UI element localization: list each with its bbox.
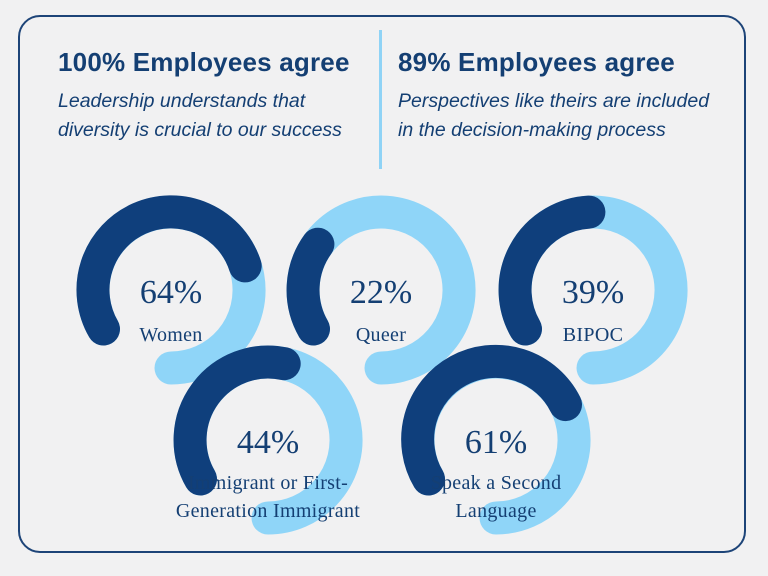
gauge-bipoc: 39% BIPOC: [498, 195, 688, 385]
stat-leadership-description-line2: diversity is crucial to our success: [58, 119, 342, 141]
stat-perspectives-description-line1: Perspectives like theirs are included: [398, 90, 710, 112]
gauge-value-arc-queer: [286, 227, 335, 346]
gauge-value-arc-women: [76, 195, 262, 346]
gauge-percent-speak-a-second-language: 61%: [465, 424, 527, 461]
gauge-label-immigrant-or-first-generation-immigrant: Generation Immigrant: [176, 500, 360, 522]
gauge-label-immigrant-or-first-generation-immigrant: Immigrant or First-: [188, 472, 348, 494]
gauge-queer: 22% Queer: [286, 195, 476, 385]
gauge-immigrant-or-first-generation-immigrant: 44% Immigrant or First- Generation Immigra…: [173, 345, 363, 535]
stat-leadership-description: Leadership understands that diversity is…: [58, 87, 378, 145]
gauge-value-arc-speak-a-second-language: [401, 344, 582, 496]
gauge-label-speak-a-second-language: Language: [455, 500, 536, 522]
gauge-women: 64% Women: [76, 195, 266, 385]
stat-perspectives: 89% Employees agree Perspectives like th…: [398, 42, 743, 145]
stat-leadership: 100% Employees agree Leadership understa…: [58, 42, 378, 145]
gauge-value-arc-immigrant-or-first-generation-immigrant: [173, 345, 301, 496]
gauge-speak-a-second-language: 61% Speak a Second Language: [401, 344, 591, 535]
stat-perspectives-title: 89% Employees agree: [398, 47, 675, 77]
stats-divider: [379, 30, 382, 169]
gauge-label-speak-a-second-language: Speak a Second: [431, 472, 562, 494]
gauge-percent-queer: 22%: [350, 274, 412, 311]
gauge-label-bipoc: BIPOC: [563, 324, 623, 346]
gauge-label-queer: Queer: [356, 324, 406, 346]
gauge-percent-women: 64%: [140, 274, 202, 311]
gauge-label-women: Women: [139, 324, 202, 346]
stat-leadership-description-line1: Leadership understands that: [58, 90, 306, 112]
stat-perspectives-description-line2: in the decision-making process: [398, 119, 666, 141]
stat-perspectives-description: Perspectives like theirs are included in…: [398, 87, 743, 145]
gauge-percent-bipoc: 39%: [562, 274, 624, 311]
gauge-percent-immigrant-or-first-generation-immigrant: 44%: [237, 424, 299, 461]
stat-leadership-title: 100% Employees agree: [58, 47, 350, 77]
infographic-card: [18, 15, 746, 553]
gauge-value-arc-bipoc: [498, 195, 606, 346]
